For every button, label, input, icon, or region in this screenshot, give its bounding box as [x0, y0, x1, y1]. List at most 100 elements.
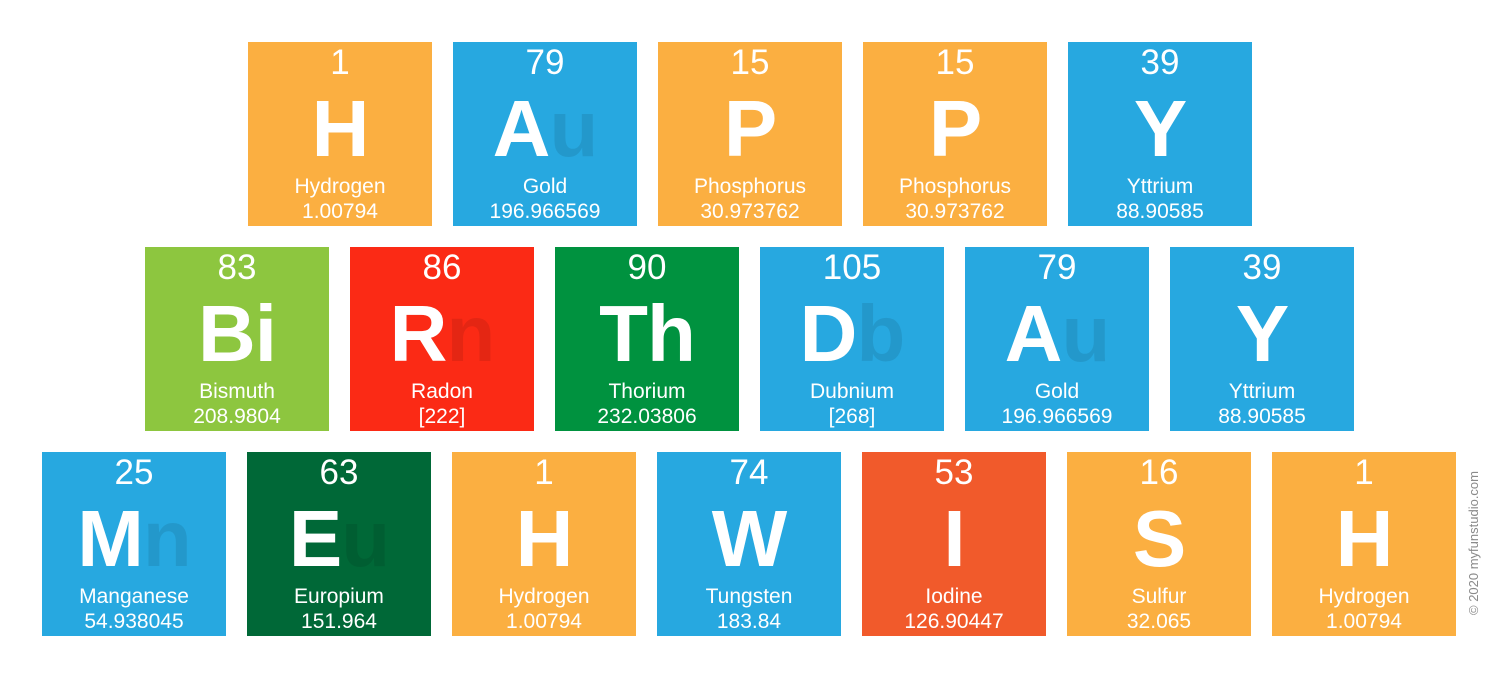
- element-name: Hydrogen: [1318, 585, 1410, 608]
- atomic-number: 39: [1140, 43, 1180, 82]
- symbol-faded-letter: u: [549, 84, 598, 173]
- element-tile-gold: 79 Au Gold 196.966569: [965, 247, 1149, 431]
- symbol-faded-letter: b: [856, 289, 905, 378]
- element-name: Hydrogen: [498, 585, 590, 608]
- element-name: Dubnium: [809, 380, 895, 403]
- atomic-number: 105: [822, 248, 882, 287]
- element-tile-thorium: 90 Th Thorium 232.03806: [555, 247, 739, 431]
- element-name: Hydrogen: [294, 175, 386, 198]
- atomic-number: 83: [217, 248, 257, 287]
- element-tile-phosphorus: 15 P Phosphorus 30.973762: [658, 42, 842, 226]
- atomic-mass: 88.90585: [1116, 200, 1204, 223]
- atomic-mass: 32.065: [1126, 610, 1192, 633]
- element-name: Thorium: [608, 380, 686, 403]
- symbol-main: D: [799, 289, 858, 378]
- element-tile-radon: 86 Rn Radon [222]: [350, 247, 534, 431]
- element-name: Sulfur: [1131, 585, 1187, 608]
- atomic-number: 15: [935, 43, 975, 82]
- atomic-mass: 54.938045: [84, 610, 184, 633]
- symbol-main: H: [1335, 494, 1394, 583]
- element-name: Yttrium: [1228, 380, 1296, 403]
- symbol-main: A: [492, 84, 551, 173]
- element-symbol: Db: [760, 289, 944, 379]
- atomic-mass: 88.90585: [1218, 405, 1306, 428]
- element-symbol: Bi: [145, 289, 329, 379]
- atomic-mass: 1.00794: [302, 200, 378, 223]
- symbol-faded-letter: u: [341, 494, 390, 583]
- atomic-number: 90: [627, 248, 667, 287]
- symbol-main: Bi: [198, 289, 277, 378]
- element-tile-manganese: 25 Mn Manganese 54.938045: [42, 452, 226, 636]
- element-symbol: I: [862, 494, 1046, 584]
- element-symbol: Eu: [247, 494, 431, 584]
- element-tile-gold: 79 Au Gold 196.966569: [453, 42, 637, 226]
- element-tile-europium: 63 Eu Europium 151.964: [247, 452, 431, 636]
- element-tile-phosphorus: 15 P Phosphorus 30.973762: [863, 42, 1047, 226]
- element-name: Phosphorus: [898, 175, 1012, 198]
- element-symbol: Rn: [350, 289, 534, 379]
- element-tile-tungsten: 74 W Tungsten 183.84: [657, 452, 841, 636]
- symbol-main: H: [311, 84, 370, 173]
- symbol-main: E: [288, 494, 342, 583]
- element-name: Bismuth: [199, 380, 275, 403]
- symbol-main: R: [389, 289, 448, 378]
- atomic-number: 74: [729, 453, 769, 492]
- symbol-faded-letter: n: [142, 494, 192, 583]
- atomic-mass: [268]: [828, 405, 876, 428]
- element-name: Manganese: [79, 585, 189, 608]
- atomic-mass: 30.973762: [700, 200, 800, 223]
- element-name: Radon: [411, 380, 473, 403]
- atomic-number: 79: [525, 43, 565, 82]
- atomic-mass: 183.84: [716, 610, 782, 633]
- symbol-main: Y: [1235, 289, 1289, 378]
- atomic-mass: 1.00794: [1326, 610, 1402, 633]
- symbol-main: I: [943, 494, 965, 583]
- atomic-mass: [222]: [418, 405, 466, 428]
- element-tile-bismuth: 83 Bi Bismuth 208.9804: [145, 247, 329, 431]
- element-name: Iodine: [925, 585, 983, 608]
- element-symbol: Y: [1068, 84, 1252, 174]
- element-symbol: Y: [1170, 289, 1354, 379]
- element-name: Phosphorus: [693, 175, 807, 198]
- element-tile-hydrogen: 1 H Hydrogen 1.00794: [248, 42, 432, 226]
- atomic-mass: 1.00794: [506, 610, 582, 633]
- element-symbol: H: [1272, 494, 1456, 584]
- element-symbol: W: [657, 494, 841, 584]
- symbol-main: P: [928, 84, 982, 173]
- element-name: Gold: [1034, 380, 1080, 403]
- atomic-number: 16: [1139, 453, 1179, 492]
- element-symbol: P: [658, 84, 842, 174]
- element-name: Europium: [294, 585, 384, 608]
- element-name: Yttrium: [1126, 175, 1194, 198]
- symbol-main: Th: [599, 289, 696, 378]
- atomic-number: 63: [319, 453, 359, 492]
- element-symbol: Au: [453, 84, 637, 174]
- element-tile-dubnium: 105 Db Dubnium [268]: [760, 247, 944, 431]
- element-symbol: H: [248, 84, 432, 174]
- symbol-main: H: [515, 494, 574, 583]
- atomic-mass: 30.973762: [905, 200, 1005, 223]
- symbol-main: A: [1004, 289, 1063, 378]
- atomic-mass: 196.966569: [489, 200, 601, 223]
- element-tile-iodine: 53 I Iodine 126.90447: [862, 452, 1046, 636]
- atomic-number: 86: [422, 248, 462, 287]
- atomic-mass: 151.964: [301, 610, 377, 633]
- element-tile-hydrogen: 1 H Hydrogen 1.00794: [1272, 452, 1456, 636]
- element-tile-yttrium: 39 Y Yttrium 88.90585: [1170, 247, 1354, 431]
- element-symbol: Th: [555, 289, 739, 379]
- element-symbol: Mn: [42, 494, 226, 584]
- copyright-credit: © 2020 myfunstudio.com: [1466, 471, 1481, 615]
- element-symbol: Au: [965, 289, 1149, 379]
- symbol-main: P: [723, 84, 777, 173]
- atomic-mass: 208.9804: [193, 405, 281, 428]
- atomic-number: 25: [114, 453, 154, 492]
- element-tile-yttrium: 39 Y Yttrium 88.90585: [1068, 42, 1252, 226]
- atomic-number: 39: [1242, 248, 1282, 287]
- symbol-main: Y: [1133, 84, 1187, 173]
- atomic-number: 1: [330, 43, 350, 82]
- element-tile-sulfur: 16 S Sulfur 32.065: [1067, 452, 1251, 636]
- element-symbol: P: [863, 84, 1047, 174]
- atomic-number: 1: [534, 453, 554, 492]
- atomic-mass: 126.90447: [904, 610, 1004, 633]
- symbol-main: M: [77, 494, 144, 583]
